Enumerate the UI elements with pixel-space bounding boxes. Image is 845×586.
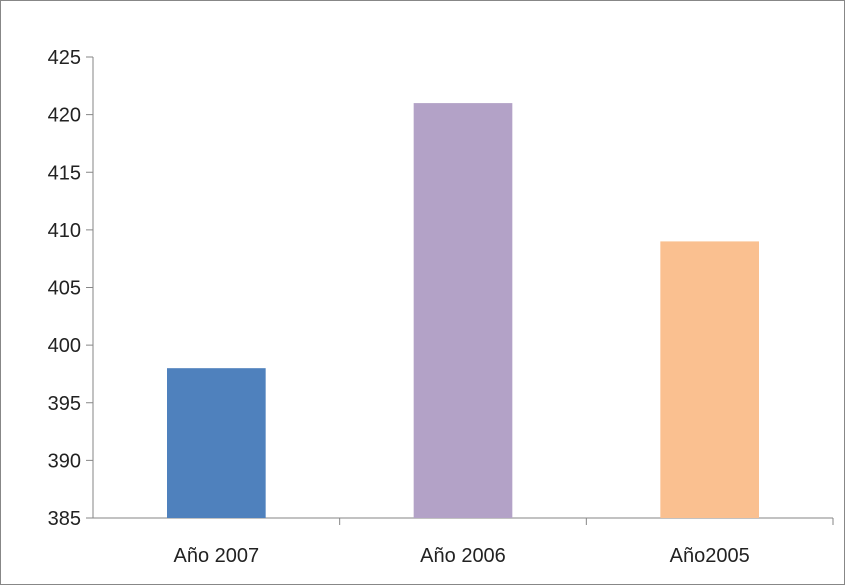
y-tick-label: 390 (48, 450, 81, 472)
bar-3 (660, 241, 759, 518)
bar-2 (413, 103, 513, 518)
y-tick-label: 405 (48, 278, 81, 300)
y-tick-label: 415 (48, 162, 81, 184)
x-category-label: Año 2006 (420, 545, 506, 567)
bars (167, 103, 759, 518)
bar-1 (167, 368, 266, 518)
y-tick-label: 400 (48, 335, 81, 357)
y-tick-label: 425 (48, 47, 81, 69)
y-tick-label: 410 (48, 220, 81, 242)
y-tick-label: 385 (48, 508, 81, 530)
y-tick-label: 420 (48, 105, 81, 127)
y-axis-ticks: 385 390 395 400 405 410 415 420 425 (48, 47, 93, 530)
y-tick-label: 395 (48, 393, 81, 415)
x-category-label: Año 2007 (174, 545, 260, 567)
x-axis-labels: Año 2007 Año 2006 Año2005 (174, 545, 750, 567)
x-category-label: Año2005 (670, 545, 750, 567)
